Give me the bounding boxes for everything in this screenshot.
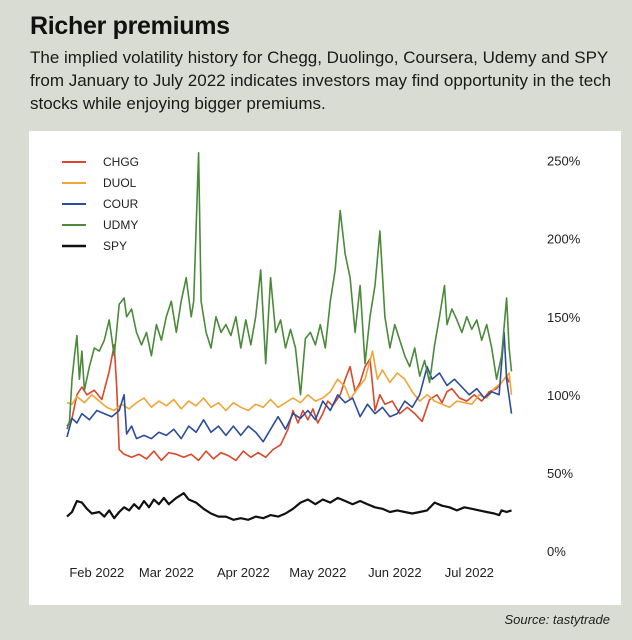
y-tick-label: 250% bbox=[547, 154, 581, 169]
series-line-spy bbox=[66, 492, 512, 521]
y-tick-label: 200% bbox=[547, 232, 581, 247]
legend-label-chgg: CHGG bbox=[103, 155, 139, 169]
y-tick-label: 150% bbox=[547, 310, 581, 325]
x-tick-label: Feb 2022 bbox=[69, 565, 124, 580]
plot-area: 0% 50% 100% 150% 200% 250% Feb 2022 Mar 2022 Ap… bbox=[29, 131, 621, 605]
legend-label-cour: COUR bbox=[103, 197, 139, 211]
series-layer bbox=[66, 152, 513, 521]
y-tick-label: 0% bbox=[547, 544, 566, 559]
line-chart: 0% 50% 100% 150% 200% 250% Feb 2022 Mar 2022 Ap… bbox=[62, 152, 581, 580]
series-line-chgg bbox=[66, 344, 510, 462]
y-tick-label: 50% bbox=[547, 466, 573, 481]
chart-title: Richer premiums bbox=[30, 12, 230, 40]
x-tick-label: May 2022 bbox=[289, 565, 346, 580]
legend: CHGG DUOL COUR UDMY SPY bbox=[62, 155, 139, 253]
series-line-duol bbox=[66, 350, 513, 412]
series-line-udmy bbox=[66, 152, 513, 430]
series-line-cour bbox=[66, 331, 513, 443]
chart-subtitle: The implied volatility history for Chegg… bbox=[30, 48, 612, 113]
y-axis: 0% 50% 100% 150% 200% 250% bbox=[547, 154, 581, 559]
y-tick-label: 100% bbox=[547, 388, 581, 403]
legend-label-duol: DUOL bbox=[103, 176, 137, 190]
x-tick-label: Jul 2022 bbox=[445, 565, 494, 580]
legend-label-udmy: UDMY bbox=[103, 218, 138, 232]
legend-label-spy: SPY bbox=[103, 239, 127, 253]
x-tick-label: Jun 2022 bbox=[368, 565, 422, 580]
x-tick-label: Apr 2022 bbox=[217, 565, 270, 580]
x-tick-label: Mar 2022 bbox=[139, 565, 194, 580]
source-note: Source: tastytrade bbox=[504, 612, 611, 627]
x-axis: Feb 2022 Mar 2022 Apr 2022 May 2022 Jun 2022… bbox=[69, 565, 494, 580]
